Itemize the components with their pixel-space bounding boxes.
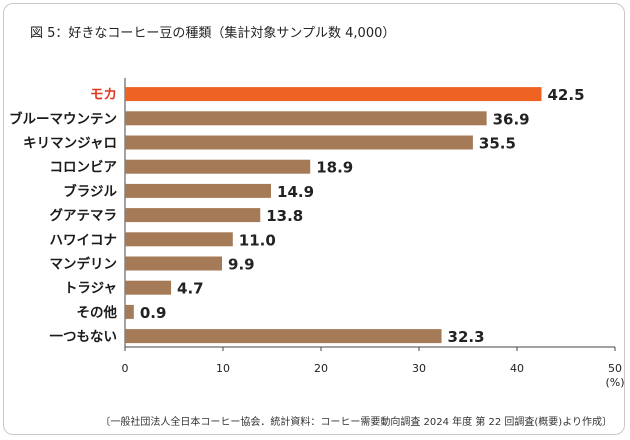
x-tick-label: 20 [314,362,328,375]
value-label: 14.9 [277,183,314,201]
bar [125,280,172,295]
category-label: ハワイコナ [50,232,118,248]
x-tick-label: 40 [510,362,524,375]
bar [125,329,442,344]
bar [125,208,261,223]
value-label: 18.9 [316,159,353,177]
category-label: コロンビア [50,160,118,176]
category-label: トラジャ [64,281,117,297]
bar [125,304,134,319]
value-label: 32.3 [448,328,485,346]
x-tick-label: 0 [122,362,129,375]
bar [125,87,542,102]
value-label: 42.5 [548,86,585,104]
value-label: 13.8 [266,207,303,225]
value-label: 36.9 [493,110,530,128]
bar [125,183,272,198]
category-label: マンデリン [50,256,118,273]
value-label: 11.0 [239,231,276,249]
value-label: 9.9 [228,256,255,274]
category-label: キリマンジャロ [23,136,117,152]
chart-card [3,3,625,435]
value-label: 35.5 [479,135,516,153]
category-label: グアテマラ [50,207,118,224]
x-tick-label: 50 [608,362,622,375]
bar [125,135,473,150]
bar [125,232,233,247]
category-label: ブルーマウンテン [9,110,117,127]
value-label: 0.9 [140,304,167,322]
category-label: ブラジル [63,183,117,200]
chart-title: 図 5：好きなコーヒー豆の種類（集計対象サンプル数 4,000） [30,26,396,41]
x-axis-unit: (%) [605,376,624,389]
source-note: 〔一般社団法人全日本コーヒー協会．統計資料：コーヒー需要動向調査 2024 年度… [100,417,612,428]
bar [125,111,487,126]
bar [125,256,223,271]
value-label: 4.7 [177,280,204,298]
x-tick-label: 10 [216,362,230,375]
category-label: 一つもない [50,329,118,345]
category-label: その他 [77,304,118,321]
x-tick-label: 30 [412,362,426,375]
bar [125,159,311,174]
category-label: モカ [90,87,117,103]
